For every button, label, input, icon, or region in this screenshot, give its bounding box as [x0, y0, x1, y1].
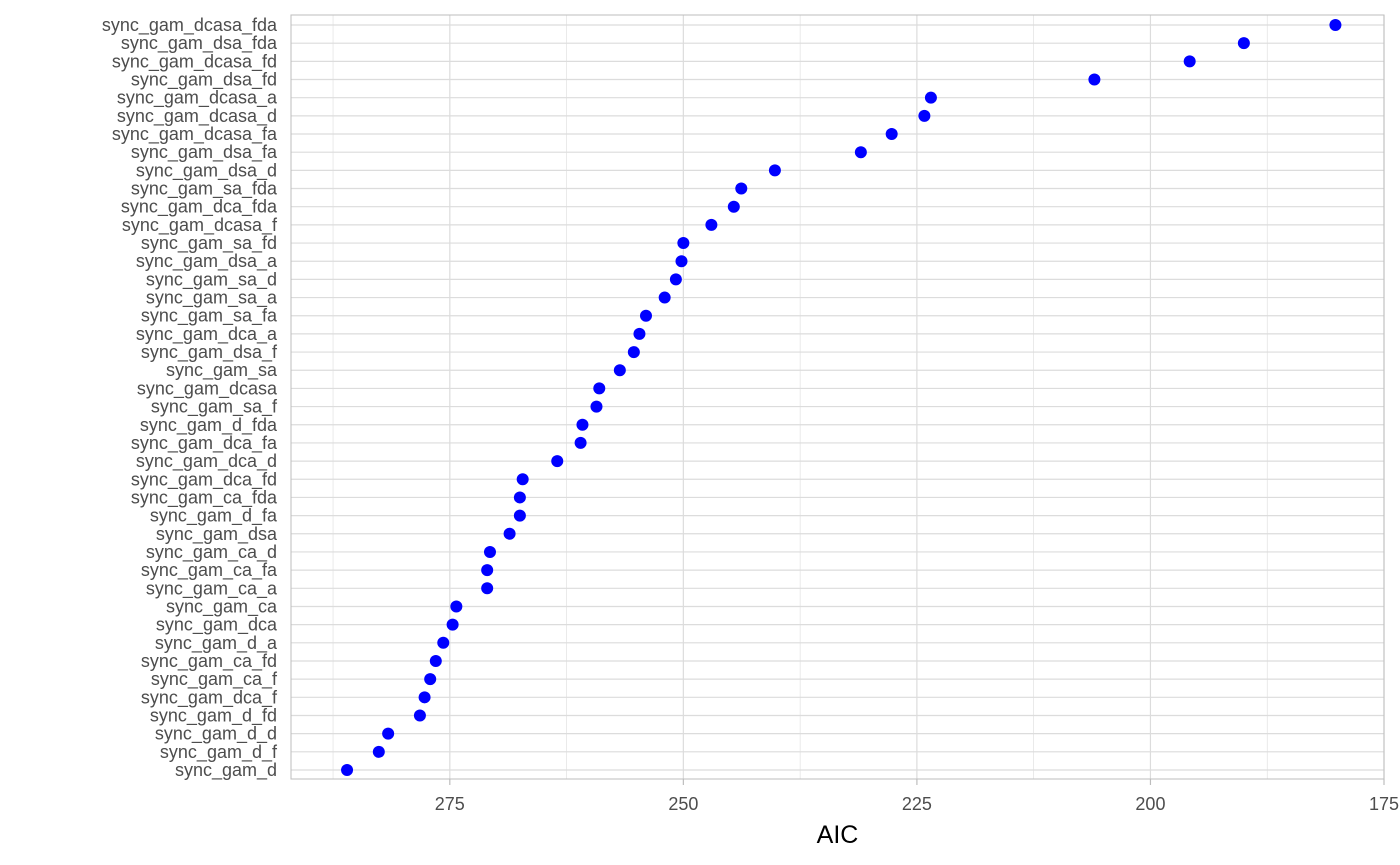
y-tick-label: sync_gam_d_fd [150, 705, 277, 726]
y-tick-label: sync_gam_sa_d [146, 269, 277, 290]
data-point [1088, 73, 1101, 86]
y-tick-label: sync_gam_dsa_fd [131, 70, 277, 91]
data-point [705, 218, 718, 231]
data-point [513, 491, 526, 504]
y-tick-label: sync_gam_dsa_fda [121, 33, 278, 54]
y-tick-label: sync_gam_d_fa [150, 506, 278, 527]
data-point [418, 691, 431, 704]
data-point [918, 109, 931, 122]
y-axis-tick-labels: sync_gam_dcasa_fdasync_gam_dsa_fdasync_g… [102, 15, 278, 781]
x-tick-label: 225 [902, 794, 932, 814]
data-point [372, 745, 385, 758]
y-tick-label: sync_gam_dca_a [136, 324, 278, 345]
y-tick-label: sync_gam_sa_fd [141, 233, 277, 254]
y-tick-label: sync_gam_ca_d [146, 542, 277, 563]
data-point [727, 200, 740, 213]
data-point [516, 473, 529, 486]
data-point [924, 91, 937, 104]
y-tick-label: sync_gam_sa_fa [141, 306, 278, 327]
data-point [677, 237, 690, 250]
y-tick-label: sync_gam_ca [166, 596, 278, 617]
y-tick-label: sync_gam_dcasa_a [117, 88, 278, 109]
y-tick-label: sync_gam_dca_f [141, 687, 278, 708]
data-point [551, 455, 564, 468]
data-point [669, 273, 682, 286]
y-tick-label: sync_gam_d [175, 760, 277, 781]
data-point [513, 509, 526, 522]
y-tick-label: sync_gam_dsa [156, 524, 278, 545]
panel-border [290, 14, 1385, 780]
y-tick-label: sync_gam_dsa_f [141, 342, 278, 363]
y-tick-label: sync_gam_dsa_d [136, 160, 277, 181]
y-tick-label: sync_gam_dcasa_fa [112, 124, 278, 145]
y-tick-label: sync_gam_dca_fa [131, 433, 278, 454]
data-point [1329, 19, 1342, 31]
x-tick-label: 275 [435, 794, 465, 814]
data-point [590, 400, 603, 413]
data-point [424, 673, 437, 686]
major-gridlines [291, 15, 1385, 779]
data-point [382, 727, 395, 740]
data-point [483, 545, 496, 558]
y-tick-label: sync_gam_dca_d [136, 451, 277, 472]
y-tick-label: sync_gam_dcasa_fd [112, 51, 277, 72]
x-tick-label: 175 [1369, 794, 1399, 814]
data-point [768, 164, 781, 177]
y-tick-label: sync_gam_sa_a [146, 288, 278, 309]
data-point [437, 636, 450, 649]
minor-gridlines [332, 15, 1268, 779]
y-tick-label: sync_gam_dca [156, 615, 278, 636]
data-point [658, 291, 671, 304]
data-point [593, 382, 606, 395]
x-axis-tick-labels: 275 250 225 200 175 [435, 794, 1399, 814]
data-point [854, 146, 867, 159]
x-axis-ticks [449, 779, 1385, 785]
data-point [675, 255, 688, 268]
y-tick-label: sync_gam_ca_fa [141, 560, 278, 581]
data-point [413, 709, 426, 722]
data-point [613, 364, 626, 377]
y-tick-label: sync_gam_dcasa [137, 378, 278, 399]
y-tick-label: sync_gam_d_d [155, 724, 277, 745]
data-point [576, 418, 589, 431]
y-tick-label: sync_gam_sa_f [151, 397, 278, 418]
data-point [481, 564, 494, 577]
y-tick-label: sync_gam_dca_fd [131, 469, 277, 490]
data-point [341, 764, 354, 776]
y-tick-label: sync_gam_ca_f [151, 669, 278, 690]
data-point [627, 346, 640, 359]
y-tick-label: sync_gam_dcasa_d [117, 106, 277, 127]
y-tick-label: sync_gam_sa_fda [131, 179, 278, 200]
y-tick-label: sync_gam_d_f [160, 742, 278, 763]
data-point [735, 182, 748, 195]
x-axis-title: AIC [817, 821, 859, 849]
x-tick-label: 250 [668, 794, 698, 814]
data-point [1237, 37, 1250, 50]
y-tick-label: sync_gam_sa [166, 360, 278, 381]
x-tick-label: 200 [1135, 794, 1165, 814]
data-point [885, 128, 898, 141]
y-tick-label: sync_gam_dcasa_fda [102, 15, 278, 36]
data-point [450, 600, 463, 613]
y-tick-label: sync_gam_dca_fda [121, 197, 278, 218]
y-tick-label: sync_gam_ca_a [146, 578, 278, 599]
data-points [341, 19, 1342, 776]
y-tick-label: sync_gam_ca_fda [131, 487, 278, 508]
data-point [446, 618, 459, 631]
y-tick-label: sync_gam_d_a [155, 633, 278, 654]
data-point [574, 436, 587, 449]
data-point [481, 582, 494, 595]
y-tick-label: sync_gam_d_fda [140, 415, 278, 436]
data-point [1183, 55, 1196, 68]
y-tick-label: sync_gam_ca_fd [141, 651, 277, 672]
y-tick-label: sync_gam_dcasa_f [122, 215, 278, 236]
data-point [639, 309, 652, 322]
data-point [633, 327, 646, 340]
data-point [429, 654, 442, 667]
y-tick-label: sync_gam_dsa_fa [131, 142, 278, 163]
data-point [503, 527, 516, 540]
y-tick-label: sync_gam_dsa_a [136, 251, 278, 272]
